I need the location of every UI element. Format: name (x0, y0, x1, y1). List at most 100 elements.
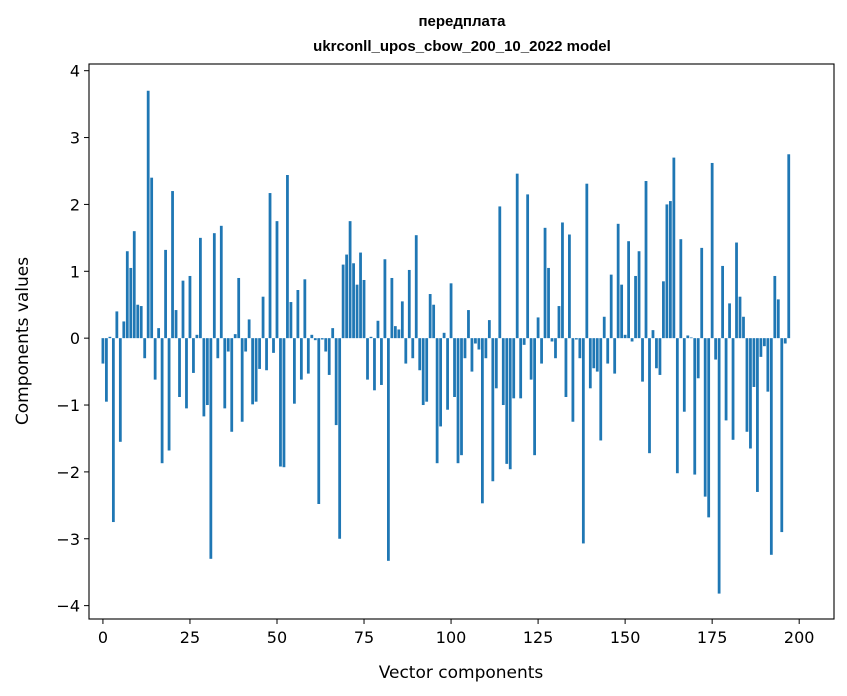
bar-26 (192, 338, 195, 373)
x-axis-label: Vector components (379, 663, 544, 683)
bar-85 (397, 329, 401, 339)
bar-80 (380, 338, 383, 385)
bar-135 (571, 338, 575, 422)
bar-5 (118, 338, 122, 442)
bar-6 (122, 321, 126, 339)
bar-63 (320, 338, 324, 340)
bar-50 (275, 221, 279, 339)
bar-0 (101, 338, 105, 364)
bar-131 (557, 306, 561, 339)
bar-186 (749, 338, 752, 449)
bar-18 (164, 249, 167, 339)
bar-71 (348, 221, 352, 339)
bar-11 (139, 306, 143, 339)
bar-138 (581, 338, 585, 544)
bar-152 (630, 338, 634, 342)
y-tick-label--3: −3 (56, 530, 80, 549)
bar-34 (219, 225, 223, 339)
bar-81 (383, 259, 387, 339)
bar-44 (254, 338, 258, 402)
bar-116 (505, 338, 509, 464)
bar-110 (484, 338, 488, 359)
bar-7 (125, 251, 129, 339)
bar-128 (547, 267, 550, 339)
bar-132 (561, 222, 564, 339)
bar-160 (658, 338, 662, 375)
bar-120 (519, 338, 523, 399)
bar-95 (432, 304, 436, 339)
bar-144 (602, 316, 606, 339)
bar-51 (279, 338, 282, 467)
bar-134 (568, 234, 571, 339)
bar-107 (474, 338, 477, 344)
bar-190 (762, 338, 766, 347)
bar-33 (216, 338, 220, 359)
bar-174 (707, 338, 711, 518)
bar-1 (105, 338, 108, 402)
bar-142 (595, 338, 599, 372)
bar-108 (477, 338, 481, 350)
bar-161 (662, 281, 665, 339)
bar-182 (735, 242, 738, 339)
bar-96 (435, 338, 439, 464)
bar-72 (352, 263, 355, 339)
bar-172 (700, 247, 704, 339)
bar-53 (286, 175, 289, 339)
bar-197 (787, 154, 791, 339)
bar-41 (244, 338, 248, 352)
bar-193 (773, 275, 777, 339)
x-tick-label-175: 175 (697, 628, 728, 647)
bar-109 (480, 338, 484, 504)
bar-167 (682, 338, 686, 412)
bar-123 (529, 338, 533, 380)
bar-92 (421, 338, 425, 406)
bar-143 (599, 338, 603, 441)
bar-42 (247, 319, 251, 339)
bar-86 (400, 301, 404, 339)
bar-56 (296, 290, 300, 339)
bar-145 (606, 338, 610, 364)
bar-35 (223, 338, 227, 409)
x-axis-ticks: 0 25 50 75 100 125 150 175 200 (98, 619, 815, 647)
bar-137 (578, 338, 582, 359)
bar-4 (115, 311, 119, 339)
bar-115 (501, 338, 505, 406)
y-tick-label-0: 0 (70, 329, 80, 348)
y-tick-label--4: −4 (56, 597, 80, 616)
x-tick-label-200: 200 (784, 628, 815, 647)
bar-117 (508, 338, 512, 470)
bar-153 (634, 275, 637, 339)
bar-180 (728, 303, 731, 339)
bar-45 (258, 338, 261, 369)
bar-173 (703, 338, 707, 497)
x-tick-label-50: 50 (267, 628, 287, 647)
bar-9 (132, 231, 136, 339)
bar-23 (181, 280, 185, 339)
bar-77 (369, 336, 373, 339)
bar-102 (456, 338, 460, 464)
x-tick-label-125: 125 (523, 628, 554, 647)
bar-150 (623, 334, 627, 339)
bar-154 (637, 251, 641, 339)
bar-series (101, 90, 791, 594)
bar-112 (491, 338, 495, 482)
bar-168 (686, 335, 690, 339)
plot-frame (88, 63, 835, 620)
bar-103 (460, 338, 463, 456)
bar-176 (714, 338, 718, 360)
bar-98 (442, 332, 446, 339)
bar-170 (693, 338, 697, 475)
bar-181 (731, 338, 735, 440)
bar-158 (651, 330, 655, 339)
bar-130 (554, 338, 557, 359)
bar-58 (303, 279, 307, 339)
x-tick-label-100: 100 (436, 628, 467, 647)
bar-74 (359, 252, 362, 339)
bar-48 (268, 193, 272, 339)
bar-60 (310, 334, 314, 339)
bar-126 (540, 338, 543, 364)
bar-141 (592, 338, 596, 369)
bar-178 (721, 265, 724, 339)
bar-87 (404, 338, 408, 364)
bar-29 (202, 338, 206, 417)
